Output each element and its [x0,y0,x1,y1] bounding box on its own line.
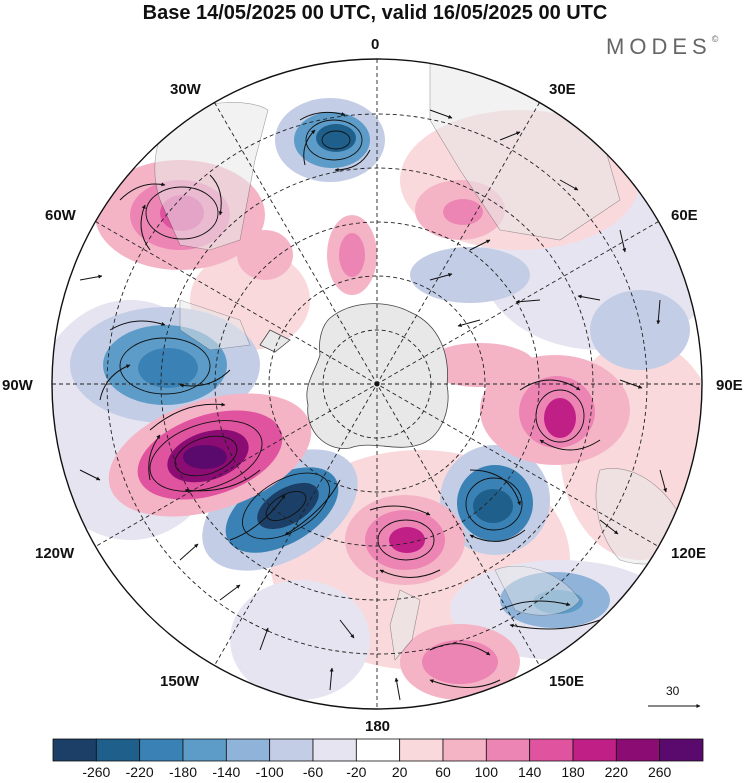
lon-label-30w: 30W [170,81,201,98]
colorbar-swatch [485,738,531,762]
map-title: Base 14/05/2025 00 UTC, valid 16/05/2025… [142,2,608,24]
lon-label-90w: 90W [2,377,33,394]
colorbar-swatch [225,738,271,762]
colorbar-tick-label: 60 [435,764,451,780]
colorbar-tick-label: -220 [125,764,154,780]
map-outline [51,58,703,710]
colorbar-swatch [355,738,401,762]
lon-label-120w: 120W [35,545,75,562]
colorbar-tick-label: 260 [647,764,672,780]
colorbar-tick-label: -60 [302,764,324,780]
colorbar-swatch [312,738,357,762]
colorbar-tick-label: -100 [255,764,284,780]
colorbar-tick-label: -180 [168,764,198,780]
lon-label-0: 0 [371,36,380,53]
brand-name: MODES [606,34,712,59]
colorbar [52,738,704,762]
colorbar-tick-label: -20 [346,764,367,780]
colorbar-swatch [572,738,617,762]
lon-label-60e: 60E [671,207,698,224]
colorbar-swatch [529,738,574,762]
anomaly-field [52,59,702,709]
colorbar-swatch [139,738,184,762]
colorbar-tick-label: 20 [391,764,408,780]
lon-label-180: 180 [365,718,391,735]
colorbar-tick-label: 100 [474,764,499,780]
lon-label-150w: 150W [160,673,200,690]
brand-logo: MODES© [606,34,718,60]
colorbar-tick-label: 220 [604,764,629,780]
colorbar-swatch [52,738,97,762]
lon-label-150e: 150E [549,673,585,690]
colorbar-swatch [95,738,141,762]
colorbar-tick-label: -260 [82,764,111,780]
brand-mark: © [711,34,719,44]
colorbar-tick-label: -140 [212,764,241,780]
lon-label-120e: 120E [671,545,707,562]
lon-label-30e: 30E [549,81,576,98]
colorbar-tick-label: 180 [561,764,585,780]
lon-label-60w: 60W [45,207,76,224]
reference-vector-label: 30 [666,684,680,698]
colorbar-swatch [399,738,444,762]
colorbar-tick-label: 140 [517,764,542,780]
colorbar-swatch [615,738,661,762]
colorbar-swatch [269,738,314,762]
colorbar-swatch [182,738,227,762]
colorbar-swatch [659,738,704,762]
lon-label-90e: 90E [716,377,743,394]
colorbar-swatch [442,738,487,762]
